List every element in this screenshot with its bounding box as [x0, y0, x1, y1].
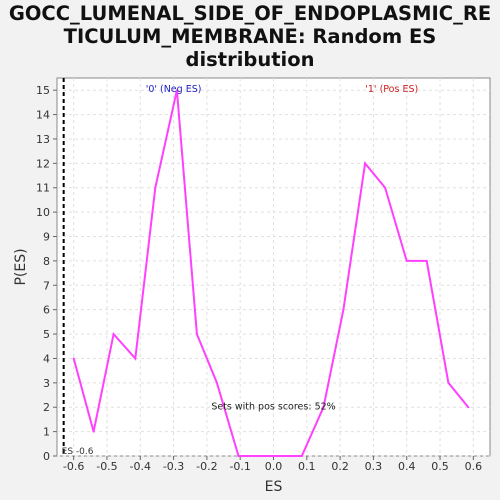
y-tick-label: 10 — [36, 206, 50, 219]
x-tick-label: -0.3 — [163, 460, 184, 473]
x-tick-label: -0.6 — [63, 460, 84, 473]
x-axis-label: ES — [265, 479, 283, 495]
data-point — [447, 382, 449, 384]
y-tick-label: 5 — [43, 328, 50, 341]
data-point — [406, 260, 408, 262]
data-point — [93, 431, 95, 433]
data-point — [384, 187, 386, 189]
y-tick-label: 15 — [36, 84, 50, 97]
y-tick-label: 14 — [36, 109, 50, 122]
data-point — [467, 406, 469, 408]
data-point — [73, 357, 75, 359]
data-point — [196, 333, 198, 335]
y-tick-label: 2 — [43, 401, 50, 414]
x-tick-label: -0.1 — [229, 460, 250, 473]
x-tick-label: 0.0 — [265, 460, 283, 473]
x-ticks: -0.6 -0.5 -0.4 -0.3 -0.2 -0.1 0.0 0.1 0.2 0.3 0.4 0… — [63, 456, 482, 473]
data-point — [364, 162, 366, 164]
y-tick-label: 0 — [43, 450, 50, 463]
x-tick-label: -0.5 — [96, 460, 117, 473]
x-tick-label: 0.1 — [298, 460, 316, 473]
x-tick-label: 0.2 — [331, 460, 349, 473]
y-tick-label: 6 — [43, 304, 50, 317]
x-tick-label: 0.3 — [365, 460, 383, 473]
data-point — [216, 382, 218, 384]
es-marker-label: ES -0.6 — [62, 447, 94, 457]
y-tick-label: 3 — [43, 377, 50, 390]
sets-with-pos-scores: Sets with pos scores: 52% — [211, 402, 335, 413]
y-tick-label: 9 — [43, 231, 50, 244]
data-point — [154, 187, 156, 189]
y-tick-label: 12 — [36, 157, 50, 170]
data-point — [134, 357, 136, 359]
data-point — [426, 260, 428, 262]
x-tick-label: 0.5 — [431, 460, 449, 473]
y-tick-label: 4 — [43, 352, 50, 365]
data-point — [259, 455, 261, 457]
pos-es-label: '1' (Pos ES) — [365, 84, 418, 95]
data-point — [301, 455, 303, 457]
y-axis-label: P(ES) — [13, 248, 29, 285]
x-tick-label: 0.4 — [398, 460, 416, 473]
y-tick-label: 11 — [36, 182, 50, 195]
y-tick-label: 8 — [43, 255, 50, 268]
y-tick-label: 13 — [36, 133, 50, 146]
data-point — [342, 309, 344, 311]
data-point — [113, 333, 115, 335]
data-point — [281, 455, 283, 457]
y-tick-label: 1 — [43, 426, 50, 439]
y-tick-label: 7 — [43, 279, 50, 292]
x-tick-label: 0.6 — [465, 460, 483, 473]
neg-es-label: '0' (Neg ES) — [146, 84, 202, 95]
data-point — [238, 455, 240, 457]
x-tick-label: -0.2 — [196, 460, 217, 473]
x-tick-label: -0.4 — [130, 460, 151, 473]
